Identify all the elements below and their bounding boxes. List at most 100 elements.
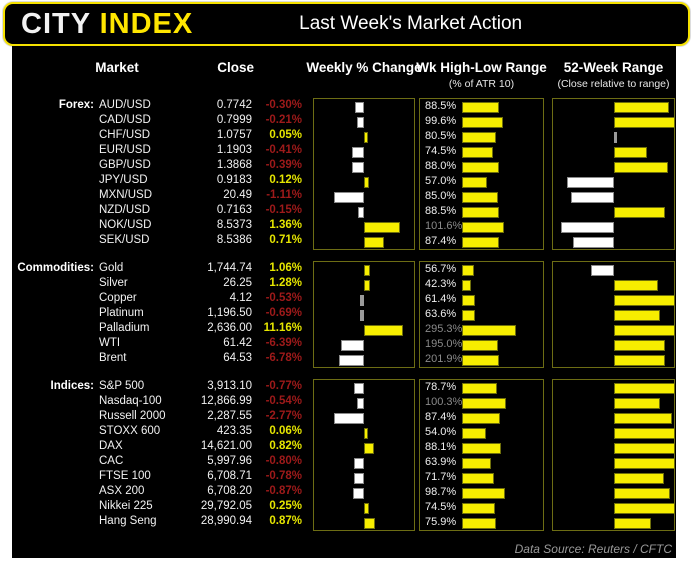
section-label: [12, 291, 97, 306]
weekly-change-bar-row: [314, 99, 414, 114]
market-row: Hang Seng 28,990.94 0.87%: [12, 514, 307, 529]
market-name: Nikkei 225: [99, 500, 153, 512]
section-label: Forex:: [58, 99, 94, 111]
weekly-change-value: 0.05%: [269, 129, 302, 141]
header-bar: CITY INDEX Last Week's Market Action: [3, 2, 690, 46]
section-indices: Indices: S&P 500 3,913.10 -0.77% Nasdaq-100 1…: [12, 379, 676, 531]
range52-bar: [613, 161, 668, 173]
section-label: [12, 306, 97, 321]
market-name: S&P 500: [99, 380, 145, 392]
hilow-bar-row: 88.1%: [420, 440, 543, 455]
hilow-bar: [462, 236, 499, 248]
range52-bar: [613, 427, 675, 439]
market-row: Forex: AUD/USD 0.7742 -0.30%: [12, 98, 307, 113]
hilow-bar-row: 100.3%: [420, 395, 543, 410]
hilow-value: 201.9%: [425, 353, 463, 365]
range52-bar-row: [553, 234, 674, 249]
market-row: GBP/USD 1.3868 -0.39%: [12, 158, 307, 173]
range52-bar: [613, 487, 670, 499]
range52-bar-row: [553, 174, 674, 189]
weekly-change-value: 0.25%: [269, 500, 302, 512]
weekly-change-bar-row: [314, 410, 414, 425]
market-name: NZD/USD: [99, 204, 151, 216]
section-label: [12, 276, 97, 291]
weekly-change-value: 0.12%: [269, 174, 302, 186]
market-row: Commodities: Gold 1,744.74 1.06%: [12, 261, 307, 276]
column-header-market: Market: [95, 60, 139, 75]
range52-bar: [613, 472, 664, 484]
hilow-value: 78.7%: [425, 381, 457, 393]
hilow-bar-row: 85.0%: [420, 189, 543, 204]
close-value: 20.49: [223, 189, 252, 201]
hilow-bar-row: 74.5%: [420, 144, 543, 159]
hilow-bar: [462, 517, 496, 529]
range52-bar: [613, 101, 669, 113]
hilow-bar-row: 74.5%: [420, 500, 543, 515]
market-row: EUR/USD 1.1903 -0.41%: [12, 143, 307, 158]
hilow-bar-row: 101.6%: [420, 219, 543, 234]
range52-bar: [613, 412, 672, 424]
hilow-value: 98.7%: [425, 486, 457, 498]
hilow-value: 88.0%: [425, 160, 457, 172]
market-name: Hang Seng: [99, 515, 157, 527]
hilow-bar-row: 61.4%: [420, 292, 543, 307]
section-commodities: Commodities: Gold 1,744.74 1.06% Silver 26.25…: [12, 261, 676, 368]
range52-bar-row: [553, 455, 675, 470]
range52-bar-row: [553, 440, 675, 455]
range52-bar-row: [553, 322, 675, 337]
range52-chart-forex: [552, 98, 675, 250]
close-value: 1.1903: [216, 144, 252, 156]
hilow-bar: [462, 427, 487, 439]
section-label: [12, 188, 97, 203]
hilow-range-chart-indices: 78.7% 100.3% 87.4% 54.0% 88.1% 63.9% 71.7% 98.7…: [419, 379, 544, 531]
market-name: SEK/USD: [99, 234, 150, 246]
section-label: [12, 321, 97, 336]
hilow-value: 80.5%: [425, 130, 457, 142]
weekly-change-bar-row: [314, 292, 414, 307]
weekly-change-bar-row: [314, 307, 414, 322]
hilow-value: 63.6%: [425, 308, 457, 320]
weekly-change-value: 1.36%: [269, 219, 302, 231]
close-value: 8.5386: [216, 234, 252, 246]
weekly-change-bar-row: [314, 159, 414, 174]
section-label: [12, 113, 97, 128]
weekly-change-bar: [351, 146, 364, 158]
hilow-bar-row: 42.3%: [420, 277, 543, 292]
market-name: Russell 2000: [99, 410, 166, 422]
weekly-change-bar: [364, 221, 400, 233]
weekly-change-value: -0.53%: [265, 292, 302, 304]
weekly-change-value: -0.15%: [265, 204, 302, 216]
hilow-bar: [462, 412, 501, 424]
weekly-change-bar-row: [314, 380, 414, 395]
market-row: JPY/USD 0.9183 0.12%: [12, 173, 307, 188]
weekly-change-value: -0.21%: [265, 114, 302, 126]
weekly-change-chart-forex: [313, 98, 415, 250]
market-name: NOK/USD: [99, 219, 152, 231]
weekly-change-bar-row: [314, 515, 414, 530]
hilow-bar: [462, 502, 495, 514]
weekly-change-value: -0.69%: [265, 307, 302, 319]
hilow-bar: [462, 101, 499, 113]
hilow-bar-row: 195.0%: [420, 337, 543, 352]
close-value: 5,997.96: [207, 455, 252, 467]
hilow-bar: [462, 279, 472, 291]
range52-bar: [561, 221, 614, 233]
range52-bar-row: [553, 144, 674, 159]
hilow-bar-row: 87.4%: [420, 410, 543, 425]
market-row: MXN/USD 20.49 -1.11%: [12, 188, 307, 203]
weekly-change-bar: [354, 457, 364, 469]
data-source-note: Data Source: Reuters / CFTC: [514, 542, 672, 556]
weekly-change-bar-row: [314, 337, 414, 352]
column-subheader-atr: (% of ATR 10): [448, 78, 515, 90]
market-name: CAD/USD: [99, 114, 151, 126]
column-header-close: Close: [217, 60, 254, 75]
hilow-bar: [462, 221, 505, 233]
weekly-change-value: -1.11%: [266, 189, 302, 201]
hilow-value: 57.0%: [425, 175, 457, 187]
range52-bar-row: [553, 352, 674, 367]
close-value: 423.35: [216, 425, 252, 437]
range52-bar: [613, 206, 666, 218]
weekly-change-value: -0.39%: [265, 159, 302, 171]
range52-bar-row: [553, 395, 674, 410]
range52-bar: [613, 354, 666, 366]
